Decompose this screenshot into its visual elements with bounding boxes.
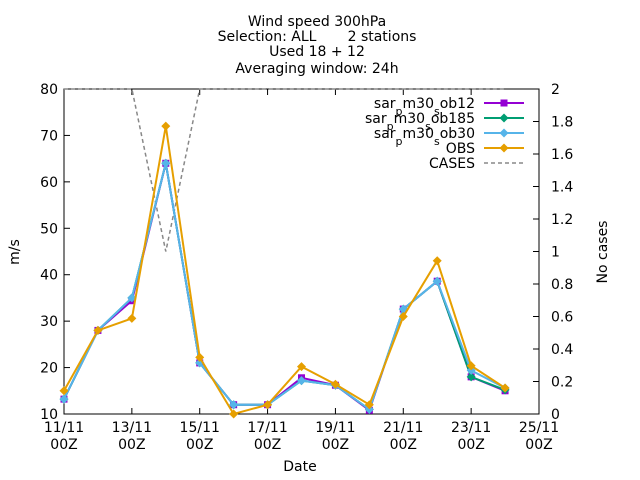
y2-tick-label: 0.6: [551, 310, 573, 326]
series-4: [64, 88, 506, 252]
legend-marker: [500, 99, 508, 107]
series-2: [59, 158, 510, 414]
x-tick-label-hour: 00Z: [50, 437, 77, 453]
y-tick-label: 70: [40, 128, 58, 144]
x-tick-label-hour: 00Z: [322, 437, 349, 453]
data-point: [195, 352, 205, 362]
legend-label: OBS: [446, 141, 475, 157]
series-1: [59, 158, 510, 414]
legend: sarpm30sob12sarpm30sob185sarpm30sob30OBS…: [365, 96, 524, 172]
series-line: [63, 163, 506, 411]
y2-tick-label: 0.4: [551, 342, 573, 358]
x-tick-label-date: 15/11: [180, 420, 220, 436]
x-tick-label-hour: 00Z: [525, 437, 552, 453]
chart-title-line-2: Selection: ALL 2 stations: [218, 29, 417, 45]
chart-title-line-3: Used 18 + 12: [269, 44, 365, 60]
data-point: [161, 158, 171, 168]
y2-tick-label: 1.2: [551, 212, 573, 228]
data-point: [432, 276, 442, 286]
y-tick-label: 50: [40, 221, 58, 237]
data-point: [432, 256, 442, 266]
legend-label: sarpm30sob30: [374, 126, 475, 148]
data-point: [59, 394, 69, 404]
y2-tick-label: 1: [551, 245, 560, 261]
y-tick-label: 80: [40, 82, 58, 98]
data-point: [127, 313, 137, 323]
y2-tick-label: 1.6: [551, 147, 573, 163]
data-point: [330, 379, 340, 389]
y-tick-label: 30: [40, 314, 58, 330]
legend-marker: [499, 128, 509, 138]
y2-tick-label: 0.8: [551, 277, 573, 293]
data-point: [466, 361, 476, 371]
series-0: [60, 159, 509, 414]
y-axis-label: m/s: [7, 239, 23, 265]
y2-tick-label: 1.4: [551, 180, 573, 196]
series-3: [59, 121, 510, 419]
legend-marker: [499, 143, 509, 153]
x-tick-label-date: 21/11: [383, 420, 423, 436]
data-point: [263, 400, 273, 410]
legend-label: CASES: [429, 156, 475, 172]
x-tick-label-date: 23/11: [451, 420, 491, 436]
x-tick-label-date: 11/11: [44, 420, 84, 436]
y2-tick-label: 1.8: [551, 115, 573, 131]
data-point: [93, 325, 103, 335]
x-tick-label-hour: 00Z: [186, 437, 213, 453]
legend-marker: [499, 113, 509, 123]
series-line: [63, 125, 506, 416]
chart-title-line-4: Averaging window: 24h: [235, 61, 398, 77]
y2-tick-label: 0: [551, 407, 560, 423]
axis-ticks: 10 20 30 40 50 60 70 80 0 0.2 0.4 0.6 0.8 1 1.2 1.4 1.6 1…: [40, 82, 573, 453]
data-point: [59, 386, 69, 396]
x-tick-label-date: 25/11: [519, 420, 559, 436]
y-tick-label: 40: [40, 268, 58, 284]
x-axis-label: Date: [283, 459, 316, 475]
data-point: [500, 383, 510, 393]
x-tick-label-date: 13/11: [112, 420, 152, 436]
y-tick-label: 10: [40, 407, 58, 423]
y2-tick-label: 2: [551, 82, 560, 98]
y-tick-label: 60: [40, 175, 58, 191]
x-tick-label-date: 17/11: [247, 420, 287, 436]
x-tick-label-hour: 00Z: [390, 437, 417, 453]
x-tick-label-hour: 00Z: [457, 437, 484, 453]
y2-axis-label: No cases: [595, 221, 611, 284]
legend-label: sarpm30sob12: [374, 96, 475, 118]
x-tick-label-hour: 00Z: [254, 437, 281, 453]
data-point: [229, 400, 239, 410]
data-point: [297, 362, 306, 372]
data-point: [466, 372, 476, 382]
x-tick-label-hour: 00Z: [118, 437, 145, 453]
chart-title-line-1: Wind speed 300hPa: [248, 14, 386, 30]
x-tick-label-date: 19/11: [315, 420, 355, 436]
data-point: [229, 409, 239, 419]
data-point: [398, 312, 408, 321]
data-point: [161, 121, 171, 131]
legend-label: sarpm30sob185: [365, 111, 475, 133]
data-point: [297, 376, 306, 386]
y-tick-label: 20: [40, 361, 58, 377]
y2-tick-label: 0.2: [551, 375, 573, 391]
data-point: [364, 404, 374, 414]
series-layer: [59, 88, 510, 419]
data-point: [364, 400, 374, 410]
series-line: [64, 88, 506, 252]
